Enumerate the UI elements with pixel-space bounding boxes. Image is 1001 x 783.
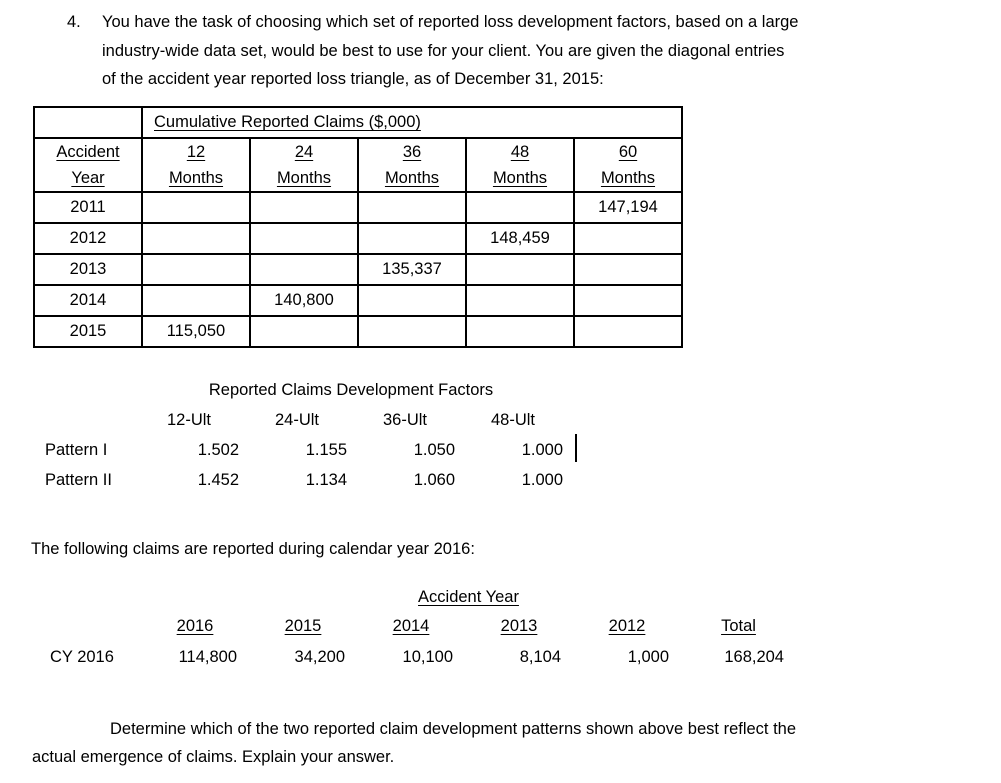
factor-value: 1.134 — [305, 470, 347, 489]
pattern-ii-label: Pattern II — [45, 470, 112, 489]
cy-value: 114,800 — [178, 647, 237, 666]
cy-table-title-cell: Accident Year — [141, 584, 796, 611]
value-cell — [357, 315, 467, 348]
table-row: 2015 115,050 — [33, 315, 683, 348]
year-cell: 2014 — [33, 284, 143, 317]
col-header-24-months: 24 Months — [249, 137, 359, 193]
loss-triangle-table: Cumulative Reported Claims ($,000) Accid… — [33, 106, 683, 348]
empty-cell — [46, 611, 141, 642]
cy-paragraph: The following claims are reported during… — [31, 540, 475, 558]
year-cell: 2012 — [33, 222, 143, 255]
cy-row-label: CY 2016 — [50, 647, 114, 666]
factor-value: 1.452 — [197, 470, 239, 489]
value-cell — [141, 222, 251, 255]
value-cell — [357, 191, 467, 224]
value-cell: 135,337 — [357, 253, 467, 286]
factor-value: 1.000 — [521, 440, 563, 459]
year-cell: 2015 — [33, 315, 143, 348]
value-cell — [465, 191, 575, 224]
table-row: 2013 135,337 — [33, 253, 683, 286]
cy-header-2012: 2012 — [608, 617, 646, 635]
col-header-48-months: 48 Months — [465, 137, 575, 193]
value-cell — [465, 315, 575, 348]
cy-header-2014: 2014 — [392, 617, 430, 635]
factor-header-36-ult: 36-Ult — [382, 410, 427, 429]
col-header-12-months: 12 Months — [141, 137, 251, 193]
cy-header-2015: 2015 — [284, 617, 322, 635]
question-text: You have the task of choosing which set … — [102, 13, 799, 88]
table-row: 2011 147,194 — [33, 191, 683, 224]
cy-value: 1,000 — [627, 647, 669, 666]
triangle-title: Cumulative Reported Claims ($,000) — [154, 113, 421, 131]
value-cell: 148,459 — [465, 222, 575, 255]
development-factors-table: Reported Claims Development Factors 12-U… — [45, 375, 567, 495]
value-cell — [249, 315, 359, 348]
text-cursor — [575, 434, 577, 462]
cy-value: 10,100 — [402, 647, 453, 666]
table-row: 2014 140,800 — [33, 284, 683, 317]
year-cell: 2011 — [33, 191, 143, 224]
table-row: Pattern II 1.452 1.134 1.060 1.000 — [45, 465, 567, 495]
cy-table-title: Accident Year — [418, 588, 519, 606]
value-cell — [357, 222, 467, 255]
factor-header-12-ult: 12-Ult — [166, 410, 211, 429]
col-header-60-months: 60 Months — [573, 137, 683, 193]
cy-header-2016: 2016 — [176, 617, 214, 635]
accident-year-header-cell: Accident Year — [33, 137, 143, 193]
value-cell: 140,800 — [249, 284, 359, 317]
cy-value: 8,104 — [519, 647, 561, 666]
value-cell — [249, 222, 359, 255]
factor-header-48-ult: 48-Ult — [490, 410, 535, 429]
col-header-36-months: 36 Months — [357, 137, 467, 193]
value-cell — [141, 253, 251, 286]
empty-cell — [45, 405, 135, 435]
value-cell — [573, 315, 683, 348]
cy2016-claims-table: Accident Year 2016 2015 2014 2013 2012 T… — [46, 584, 796, 672]
factor-value: 1.050 — [413, 440, 455, 459]
factor-value: 1.502 — [197, 440, 239, 459]
factor-value: 1.155 — [305, 440, 347, 459]
corner-cell — [33, 106, 143, 139]
empty-cell — [45, 375, 135, 405]
cy-header-total: Total — [721, 617, 756, 635]
cy-value: 34,200 — [294, 647, 345, 666]
value-cell — [465, 253, 575, 286]
value-cell — [141, 191, 251, 224]
triangle-title-cell: Cumulative Reported Claims ($,000) — [141, 106, 683, 139]
cy-value: 168,204 — [724, 647, 784, 666]
value-cell — [573, 284, 683, 317]
value-cell — [573, 222, 683, 255]
empty-cell — [46, 584, 141, 611]
pattern-i-label: Pattern I — [45, 440, 108, 459]
table-row: 2012 148,459 — [33, 222, 683, 255]
value-cell — [465, 284, 575, 317]
factor-header-24-ult: 24-Ult — [274, 410, 319, 429]
question-number: 4. — [67, 13, 81, 31]
table-row: CY 2016 114,800 34,200 10,100 8,104 1,00… — [46, 642, 796, 672]
factor-value: 1.060 — [413, 470, 455, 489]
closing-paragraph: Determine which of the two reported clai… — [32, 720, 797, 766]
accident-year-header: Accident Year — [56, 143, 120, 187]
cy-header-2013: 2013 — [500, 617, 538, 635]
value-cell — [141, 284, 251, 317]
factors-title: Reported Claims Development Factors — [208, 380, 494, 399]
factor-value: 1.000 — [521, 470, 563, 489]
value-cell: 147,194 — [573, 191, 683, 224]
value-cell — [249, 191, 359, 224]
value-cell — [249, 253, 359, 286]
year-cell: 2013 — [33, 253, 143, 286]
value-cell — [357, 284, 467, 317]
question-block: 4. You have the task of choosing which s… — [67, 8, 799, 94]
table-row: Pattern I 1.502 1.155 1.050 1.000 — [45, 435, 567, 465]
value-cell: 115,050 — [141, 315, 251, 348]
value-cell — [573, 253, 683, 286]
